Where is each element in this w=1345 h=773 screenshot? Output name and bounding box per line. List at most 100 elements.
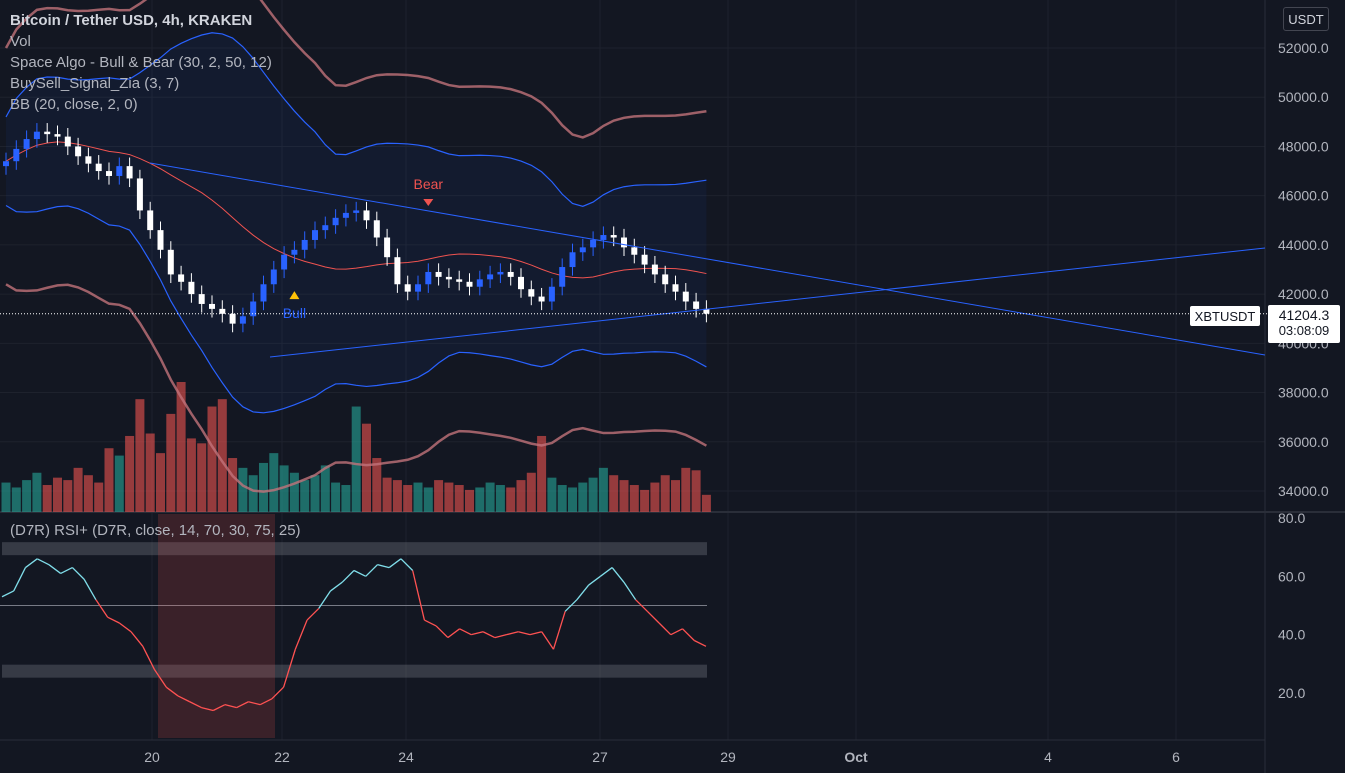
- candle-body: [538, 296, 545, 302]
- volume-bar: [660, 475, 670, 512]
- rsi-line-segment: [670, 628, 683, 636]
- volume-bar: [259, 462, 268, 512]
- candle-body: [600, 235, 607, 240]
- candle-body: [188, 281, 195, 295]
- rsi-legend[interactable]: (D7R) RSI+ (D7R, close, 14, 70, 30, 75, …: [10, 522, 301, 539]
- candle-body: [466, 281, 473, 287]
- volume-bar: [465, 489, 474, 512]
- candle-body: [291, 249, 298, 255]
- rsi-line-segment: [412, 570, 426, 621]
- volume-bar: [63, 480, 73, 512]
- rsi-line-segment: [248, 701, 261, 706]
- volume-bar: [691, 470, 701, 512]
- symbol-price-label: XBTUSDT: [1190, 306, 1260, 326]
- rsi-line-segment: [13, 567, 27, 592]
- symbol-title[interactable]: Bitcoin / Tether USD, 4h, KRAKEN: [10, 12, 253, 29]
- candle-body: [167, 249, 174, 275]
- rsi-line-segment: [25, 558, 38, 569]
- volume-bar: [578, 482, 588, 512]
- volume-bar: [598, 467, 608, 512]
- volume-bar: [537, 435, 547, 512]
- rsi-line-segment: [224, 704, 237, 709]
- volume-bar: [392, 480, 402, 512]
- volume-bar: [423, 487, 433, 512]
- volume-bar: [32, 472, 42, 512]
- candle-body: [332, 217, 339, 226]
- bull-signal-label: Bull: [283, 305, 306, 321]
- price-axis-tick: 52000.0: [1278, 40, 1329, 56]
- candle-body: [33, 131, 40, 140]
- volume-bar: [53, 477, 62, 512]
- rsi-line-segment: [588, 575, 601, 586]
- indicator-buysell[interactable]: BuySell_Signal_Zia (3, 7): [10, 75, 180, 92]
- candle-body: [250, 301, 257, 317]
- volume-bar: [526, 472, 536, 512]
- candle-body: [579, 247, 586, 253]
- rsi-line-segment: [130, 631, 144, 647]
- rsi-line-segment: [435, 625, 449, 639]
- price-axis-tick: 46000.0: [1278, 188, 1329, 204]
- candle-body: [641, 254, 648, 265]
- candle-body: [64, 136, 71, 147]
- rsi-line-segment: [165, 686, 179, 697]
- time-axis-tick: 20: [144, 749, 160, 765]
- indicator-bb[interactable]: BB (20, close, 2, 0): [10, 96, 138, 113]
- volume-bar: [22, 480, 32, 512]
- rsi-line-segment: [95, 599, 109, 618]
- indicator-space-algo[interactable]: Space Algo - Bull & Bear (30, 2, 50, 12): [10, 54, 272, 71]
- rsi-line-segment: [71, 567, 85, 580]
- volume-bar: [475, 487, 485, 512]
- candle-body: [322, 225, 329, 231]
- rsi-line-segment: [388, 558, 402, 569]
- volume-bar: [701, 494, 711, 512]
- volume-bar: [1, 482, 11, 512]
- volume-bar: [506, 487, 516, 512]
- volume-bar: [310, 475, 320, 512]
- volume-bar: [197, 443, 207, 512]
- rsi-axis-tick: 20.0: [1278, 685, 1305, 701]
- rsi-line-segment: [201, 706, 214, 712]
- rsi-axis-tick: 80.0: [1278, 510, 1305, 526]
- rsi-line-segment: [118, 622, 132, 633]
- volume-bar: [114, 455, 124, 512]
- volume-bar: [681, 467, 691, 512]
- rsi-line-segment: [177, 695, 191, 703]
- outer-band-upper: [4, 0, 707, 139]
- volume-bar: [557, 485, 567, 512]
- rsi-line-segment: [271, 686, 285, 700]
- volume-bar: [588, 477, 598, 512]
- candle-body: [44, 131, 51, 135]
- price-axis-tick: 34000.0: [1278, 483, 1329, 499]
- candle-body: [610, 235, 617, 238]
- candle-body: [415, 284, 421, 292]
- candle-body: [569, 252, 576, 268]
- currency-button[interactable]: USDT: [1283, 7, 1329, 31]
- volume-bar: [629, 485, 639, 512]
- rsi-line-segment: [341, 570, 355, 583]
- bar-countdown: 03:08:09: [1278, 323, 1330, 338]
- candle-body: [198, 294, 205, 304]
- candle-body: [136, 178, 143, 211]
- volume-bar: [207, 406, 217, 512]
- bb-basis-line: [5, 141, 707, 279]
- candle-body: [54, 134, 61, 137]
- volume-bar: [320, 465, 330, 512]
- candle-body: [528, 289, 535, 297]
- time-axis-tick: 6: [1172, 749, 1180, 765]
- candle-body: [373, 220, 380, 238]
- candle-body: [590, 239, 597, 248]
- volume-bar: [217, 399, 227, 512]
- rsi-line-segment: [36, 558, 50, 566]
- volume-bar: [372, 458, 382, 512]
- time-axis-tick: 22: [274, 749, 290, 765]
- price-axis-tick: 50000.0: [1278, 89, 1329, 105]
- volume-bar: [156, 453, 165, 512]
- rsi-line-segment: [294, 619, 308, 650]
- volume-bar: [382, 477, 392, 512]
- volume-bar: [11, 487, 21, 512]
- candle-body: [456, 279, 463, 282]
- indicator-vol[interactable]: Vol: [10, 33, 31, 50]
- volume-bar: [619, 480, 629, 512]
- rsi-line-segment: [1, 590, 15, 598]
